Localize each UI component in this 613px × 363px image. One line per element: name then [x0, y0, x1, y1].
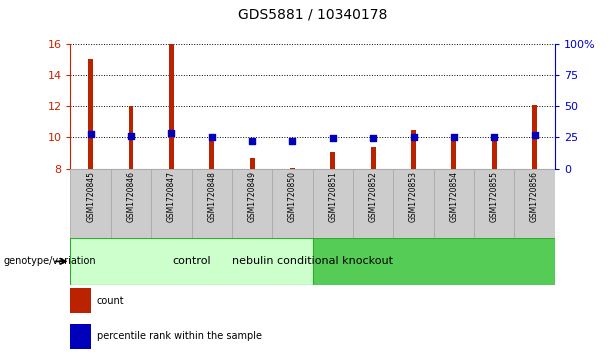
Bar — [290, 168, 295, 169]
Bar — [451, 138, 456, 169]
Point — [368, 135, 378, 141]
Text: GSM1720855: GSM1720855 — [490, 171, 499, 222]
Text: GSM1720850: GSM1720850 — [288, 171, 297, 222]
Text: GSM1720854: GSM1720854 — [449, 171, 459, 222]
Bar — [353, 169, 394, 238]
Point — [489, 135, 499, 140]
Point — [287, 138, 297, 144]
Bar — [434, 169, 474, 238]
Bar — [232, 169, 272, 238]
Point — [207, 135, 216, 140]
Bar — [313, 169, 353, 238]
Bar — [371, 147, 376, 169]
Point — [409, 134, 419, 140]
Text: control: control — [172, 256, 211, 266]
Point — [530, 132, 539, 138]
Point — [167, 130, 177, 136]
Point — [247, 138, 257, 143]
Bar — [249, 158, 254, 169]
Text: GDS5881 / 10340178: GDS5881 / 10340178 — [238, 8, 387, 22]
Text: GSM1720849: GSM1720849 — [248, 171, 257, 222]
Text: GSM1720846: GSM1720846 — [126, 171, 135, 222]
Text: genotype/variation: genotype/variation — [3, 256, 96, 266]
Bar — [88, 59, 93, 169]
Bar — [209, 136, 214, 169]
Bar — [111, 169, 151, 238]
Point — [86, 131, 96, 136]
Bar — [129, 106, 134, 169]
Text: GSM1720856: GSM1720856 — [530, 171, 539, 222]
Bar — [70, 169, 111, 238]
Point — [449, 135, 459, 140]
Text: GSM1720853: GSM1720853 — [409, 171, 418, 222]
Point — [328, 135, 338, 141]
Bar — [169, 44, 174, 169]
Bar — [492, 138, 497, 169]
Text: nebulin conditional knockout: nebulin conditional knockout — [232, 256, 393, 266]
Bar — [272, 169, 313, 238]
Text: GSM1720847: GSM1720847 — [167, 171, 176, 222]
Bar — [411, 130, 416, 169]
Bar — [474, 169, 514, 238]
Bar — [532, 105, 537, 169]
Bar — [70, 289, 91, 313]
Text: GSM1720851: GSM1720851 — [329, 171, 337, 222]
Text: GSM1720848: GSM1720848 — [207, 171, 216, 222]
Bar — [70, 324, 91, 348]
Text: percentile rank within the sample: percentile rank within the sample — [97, 331, 262, 341]
Bar — [191, 169, 232, 238]
Bar — [313, 238, 555, 285]
Text: GSM1720852: GSM1720852 — [368, 171, 378, 222]
Bar — [151, 169, 191, 238]
Bar — [394, 169, 434, 238]
Text: count: count — [97, 296, 124, 306]
Bar — [70, 238, 313, 285]
Bar — [514, 169, 555, 238]
Bar — [330, 152, 335, 169]
Text: GSM1720845: GSM1720845 — [86, 171, 95, 222]
Point — [126, 133, 136, 139]
